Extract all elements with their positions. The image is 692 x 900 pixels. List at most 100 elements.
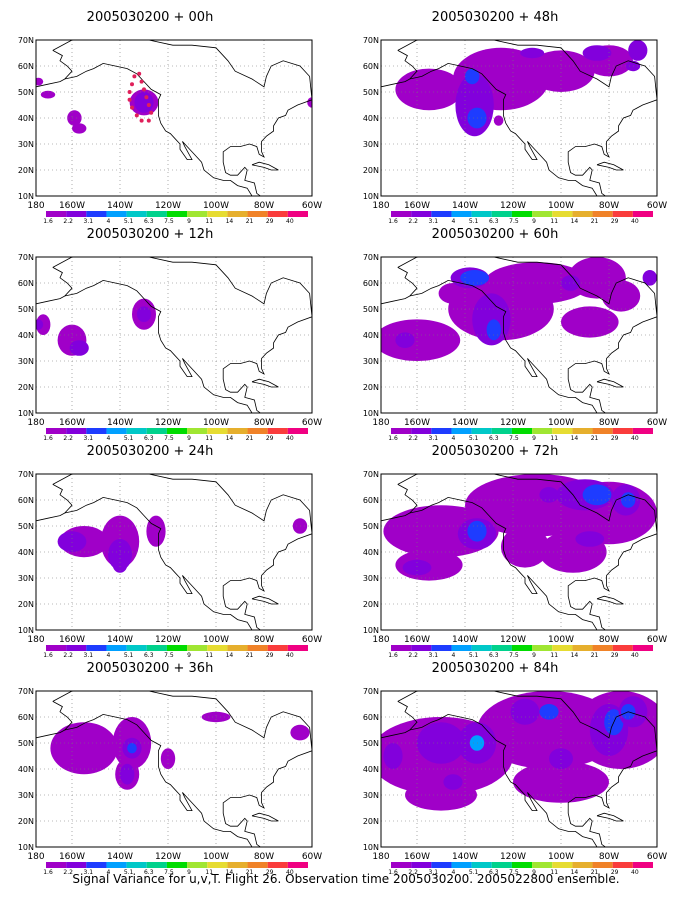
colorbar-label: 6.3: [144, 652, 154, 659]
variance-contour: [381, 319, 461, 361]
coastline: [52, 50, 269, 196]
colorbar-swatch: [86, 862, 107, 868]
colorbar-swatch: [612, 862, 633, 868]
colorbar-label: 6.3: [489, 869, 499, 876]
lat-tick-label: 10N: [363, 192, 379, 201]
colorbar-swatch: [86, 211, 107, 217]
coastline: [251, 161, 279, 171]
colorbar-label: 9: [187, 435, 191, 442]
colorbar-label: 14: [226, 652, 234, 659]
colorbar-label: 29: [611, 869, 619, 876]
colorbar-swatch: [411, 211, 432, 217]
colorbar-label: 7.5: [164, 869, 174, 876]
variance-contour: [443, 774, 463, 790]
colorbar-label: 4: [107, 869, 111, 876]
colorbar-label: 21: [246, 218, 254, 225]
lon-tick-label: 120W: [155, 635, 181, 645]
variance-contour: [539, 487, 559, 503]
colorbar-swatch: [207, 862, 228, 868]
coastline: [381, 78, 410, 88]
coastline: [381, 729, 410, 739]
lon-tick-label: 60W: [647, 635, 667, 645]
lon-tick-label: 60W: [302, 418, 322, 428]
colorbar-swatch: [287, 428, 308, 434]
lon-tick-label: 120W: [155, 852, 181, 862]
colorbar-swatch: [187, 211, 208, 217]
colorbar-swatch: [287, 862, 308, 868]
lon-tick-label: 80W: [254, 852, 274, 862]
variance-contour: [112, 557, 128, 573]
variance-contour: [127, 743, 137, 754]
colorbar-label: 21: [246, 652, 254, 659]
colorbar-swatch: [451, 428, 472, 434]
colorbar-label: 7.5: [164, 218, 174, 225]
colorbar-label: 7.5: [509, 435, 519, 442]
map-panel: 2005030200 + 84h 70N 60N 50N 40N 30N 20N 10N 180…: [345, 659, 667, 876]
colorbar-swatch: [146, 862, 167, 868]
coastline: [397, 40, 657, 196]
colorbar-swatch: [106, 428, 127, 434]
colorbar-swatch: [126, 862, 147, 868]
colorbar-swatch: [187, 428, 208, 434]
flight-track-dot: [127, 97, 132, 102]
colorbar-label: 1.6: [43, 652, 53, 659]
flight-track-dot: [127, 90, 132, 94]
variance-contour: [307, 97, 312, 108]
map-panel: 2005030200 + 36h 70N 60N 50N 40N 30N 20N 10N 180…: [0, 659, 322, 876]
colorbar-swatch: [267, 645, 288, 651]
colorbar-swatch: [227, 211, 248, 217]
colorbar-swatch: [632, 428, 653, 434]
colorbar-label: 40: [286, 869, 294, 876]
variance-contour: [57, 531, 87, 552]
coastline: [52, 40, 312, 196]
colorbar-label: 3.1: [429, 652, 439, 659]
colorbar-swatch: [411, 645, 432, 651]
colorbar-swatch: [431, 645, 452, 651]
colorbar-label: 14: [226, 435, 234, 442]
colorbar-swatch: [66, 645, 87, 651]
panel-title: 2005030200 + 24h: [86, 444, 214, 459]
colorbar-swatch: [532, 862, 553, 868]
colorbar-swatch: [247, 862, 268, 868]
lon-tick-label: 120W: [500, 201, 526, 211]
colorbar-label: 4: [107, 652, 111, 659]
flight-track-dot: [146, 103, 151, 107]
lat-tick-label: 20N: [363, 166, 379, 175]
coastline: [397, 474, 657, 630]
coastline: [596, 161, 624, 171]
lon-tick-label: 60W: [302, 201, 322, 211]
colorbar-label: 5.1: [124, 218, 134, 225]
colorbar-label: 6.3: [144, 869, 154, 876]
variance-contour: [510, 698, 540, 725]
colorbar-swatch: [612, 211, 633, 217]
lat-tick-label: 50N: [18, 305, 34, 314]
coastline: [381, 512, 410, 522]
lon-tick-label: 140W: [452, 418, 478, 428]
variance-contour: [134, 92, 154, 113]
coastline: [52, 267, 269, 413]
lat-tick-label: 10N: [18, 626, 34, 635]
colorbar-label: 11: [205, 652, 213, 659]
coastline: [36, 729, 65, 739]
colorbar-swatch: [572, 211, 593, 217]
lat-tick-label: 10N: [18, 843, 34, 852]
lat-tick-label: 10N: [18, 192, 34, 201]
variance-contour: [72, 123, 87, 134]
colorbar-swatch: [431, 211, 452, 217]
lon-tick-label: 160W: [404, 418, 430, 428]
coastline: [397, 484, 614, 630]
variance-contour: [513, 761, 609, 803]
lon-tick-label: 180: [27, 418, 44, 428]
lat-tick-label: 40N: [363, 331, 379, 340]
colorbar-swatch: [126, 428, 147, 434]
variance-contour: [465, 68, 480, 85]
colorbar-swatch: [552, 862, 573, 868]
colorbar-label: 29: [611, 652, 619, 659]
lat-tick-label: 30N: [18, 140, 34, 149]
lat-tick-label: 30N: [363, 140, 379, 149]
colorbar-label: 21: [591, 652, 599, 659]
map-frame: [35, 690, 313, 848]
lat-tick-label: 60N: [18, 713, 34, 722]
